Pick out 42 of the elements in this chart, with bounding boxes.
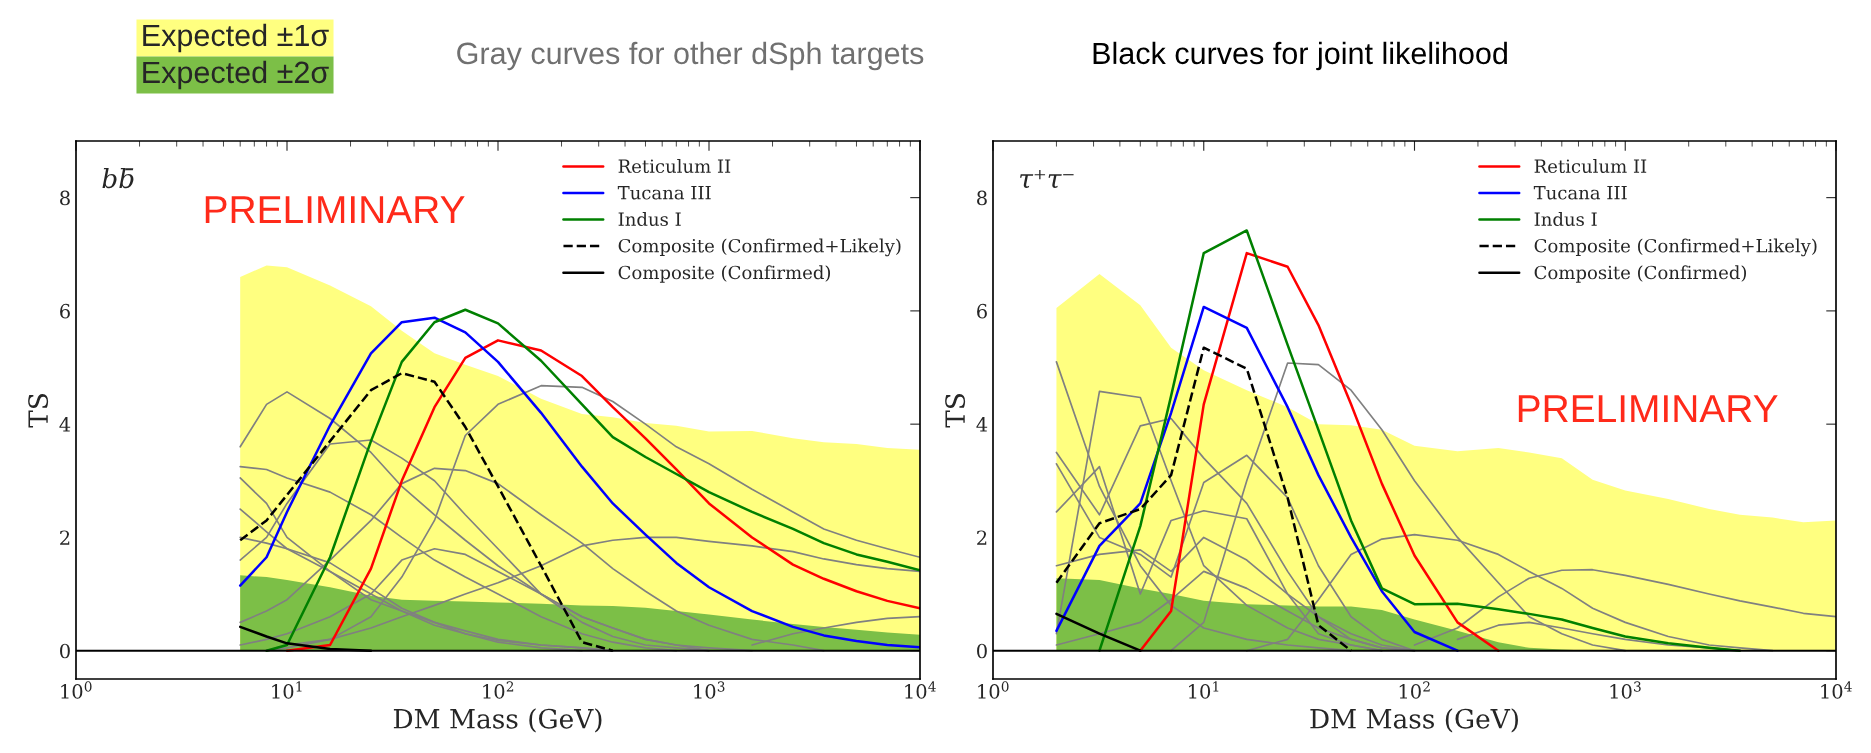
y-tick-label: 2 (977, 530, 987, 545)
y-tick-label: 0 (60, 643, 70, 659)
x-tick-label: 10$^{0}$ (61, 681, 92, 699)
x-tick-label: 10$^{3}$ (1610, 681, 1641, 699)
x-tick-label: 10$^{0}$ (978, 681, 1009, 699)
text: τ⁺τ⁻ (1020, 170, 1074, 189)
x-tick-label: 10$^{2}$ (1399, 681, 1430, 699)
text: Gray curves for other dSph targets (457, 41, 924, 71)
y-axis-title: TS (945, 394, 966, 428)
x-tick-label: 10$^{4}$ (905, 681, 936, 699)
legend-label: Indus I (1534, 212, 1597, 227)
y-tick-label: 6 (60, 303, 70, 319)
legend-label: Composite (Confirmed+Likely) (618, 238, 901, 257)
x-axis-title: DM Mass (GeV) (393, 708, 602, 733)
legend-label: Composite (Confirmed+Likely) (1534, 238, 1817, 257)
legend-label: Reticulum II (618, 159, 731, 174)
y-tick-label: 2 (60, 530, 70, 545)
legend-label: Tucana III (1533, 186, 1627, 200)
text: Expected ±2σ (143, 60, 329, 90)
x-tick-label: 10$^{1}$ (272, 681, 302, 699)
legend-label: Reticulum II (1534, 159, 1647, 174)
y-tick-label: 8 (60, 190, 70, 206)
legend-label: Indus I (618, 212, 681, 227)
y-tick-label: 6 (977, 303, 987, 319)
annotation: PRELIMINARY (1518, 395, 1778, 423)
legend-label: Composite (Confirmed) (1534, 265, 1747, 283)
text: Black curves for joint likelihood (1093, 41, 1507, 71)
text: bb̄ (102, 167, 134, 189)
x-tick-label: 10$^{1}$ (1189, 681, 1219, 699)
legend-label: Tucana III (617, 186, 711, 200)
y-tick-label: 4 (976, 417, 988, 432)
legend-label: Composite (Confirmed) (618, 265, 831, 283)
x-axis-title: DM Mass (GeV) (1310, 708, 1518, 733)
x-tick-label: 10$^{4}$ (1821, 681, 1852, 699)
y-axis-title: TS (28, 394, 49, 428)
text: Expected ±1σ (143, 23, 329, 53)
annotation: PRELIMINARY (205, 196, 465, 223)
y-tick-label: 0 (977, 643, 987, 659)
x-tick-label: 10$^{2}$ (483, 681, 514, 699)
y-tick-label: 8 (977, 190, 987, 206)
x-tick-label: 10$^{3}$ (694, 681, 725, 699)
y-tick-label: 4 (59, 417, 71, 432)
